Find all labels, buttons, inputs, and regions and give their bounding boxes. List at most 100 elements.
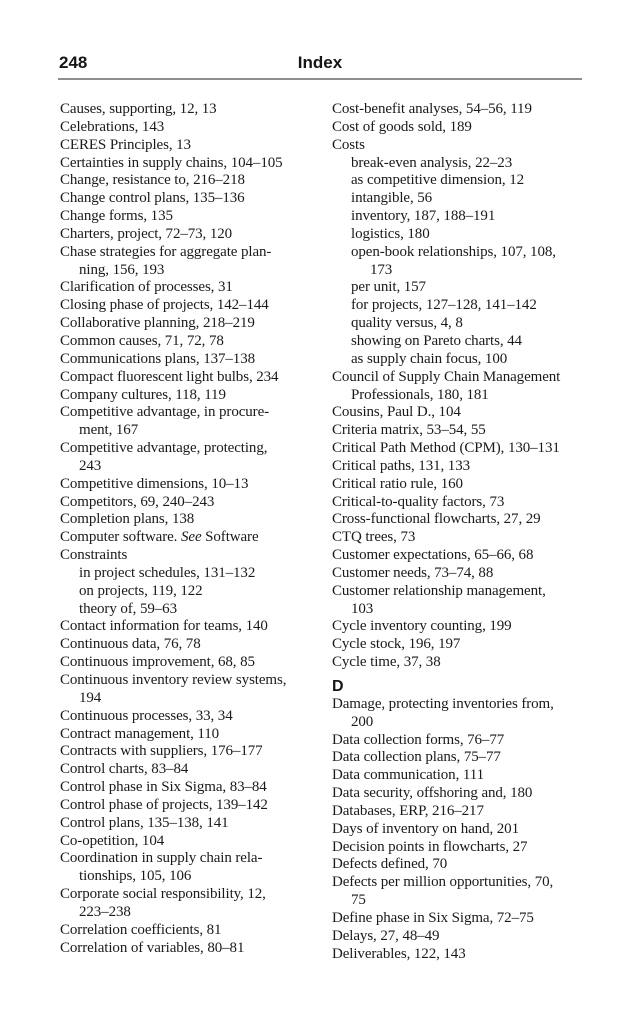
index-entry-line: Correlation coefficients, 81 — [60, 921, 222, 938]
index-entry-line: Change control plans, 135–136 — [60, 190, 245, 207]
index-entry-line: Professionals, 180, 181 — [351, 386, 489, 403]
index-entry-line: Databases, ERP, 216–217 — [332, 802, 484, 819]
index-entry-line: Costs — [332, 136, 365, 153]
index-entry-line: Customer expectations, 65–66, 68 — [332, 547, 534, 564]
index-entry-line: Control plans, 135–138, 141 — [60, 814, 229, 831]
index-entry-line: Days of inventory on hand, 201 — [332, 820, 519, 837]
index-entry-line: quality versus, 4, 8 — [351, 315, 463, 332]
index-entry-line: Cousins, Paul D., 104 — [332, 404, 461, 421]
index-entry-line: for projects, 127–128, 141–142 — [351, 297, 537, 314]
index-entry-line: Chase strategies for aggregate plan- — [60, 243, 272, 260]
index-entry-line: Data communication, 111 — [332, 767, 484, 784]
page-title: Index — [297, 53, 343, 72]
index-entry-line: Cross-functional flowcharts, 27, 29 — [332, 511, 541, 528]
header-rule — [58, 78, 582, 80]
index-entry-line: Change forms, 135 — [60, 208, 173, 225]
index-entry-line: Competitive advantage, protecting, — [60, 440, 268, 457]
index-entry-line: ning, 156, 193 — [79, 261, 165, 278]
index-entry-line: Change, resistance to, 216–218 — [60, 172, 245, 189]
index-entry-line: 173 — [370, 261, 393, 278]
index-entry-line: Co-opetition, 104 — [60, 832, 165, 849]
index-entry-line: Contact information for teams, 140 — [60, 618, 268, 635]
index-entry-line: Company cultures, 118, 119 — [60, 386, 226, 403]
index-entry-line: Continuous inventory review systems, — [60, 672, 287, 688]
index-entry-line: Communications plans, 137–138 — [60, 350, 256, 367]
index-entry-line: Defects defined, 70 — [332, 856, 448, 873]
index-entry-line: 243 — [79, 457, 102, 474]
index-entry-line: Cycle inventory counting, 199 — [332, 618, 512, 635]
index-entry-line: Cycle time, 37, 38 — [332, 654, 441, 671]
index-entry-line: Deliverables, 122, 143 — [332, 945, 466, 962]
index-entry-line: Cycle stock, 196, 197 — [332, 636, 461, 653]
index-entry-line: Corporate social responsibility, 12, — [60, 886, 266, 903]
index-entry-line: 75 — [351, 892, 366, 909]
index-entry-line: break-even analysis, 22–23 — [351, 154, 513, 171]
index-entry-line: Closing phase of projects, 142–144 — [60, 297, 269, 314]
index-entry-line: Decision points in flowcharts, 27 — [332, 838, 528, 855]
index-entry-line: intangible, 56 — [351, 190, 433, 207]
index-entry-line: tionships, 105, 106 — [79, 868, 192, 885]
index-entry-line: Data security, offshoring and, 180 — [332, 785, 533, 802]
index-entry-line: Common causes, 71, 72, 78 — [60, 332, 224, 349]
index-entry-line: Control charts, 83–84 — [60, 761, 189, 778]
index-entry-line: in project schedules, 131–132 — [79, 564, 256, 581]
index-entry-line: 223–238 — [79, 903, 131, 920]
index-entry-line: Defects per million opportunities, 70, — [332, 874, 554, 891]
index-entry-line: Customer relationship management, — [332, 582, 546, 599]
index-entry-line: on projects, 119, 122 — [79, 582, 203, 599]
index-entry-line: Delays, 27, 48–49 — [332, 927, 440, 944]
index-entry-line: showing on Pareto charts, 44 — [351, 332, 522, 349]
index-entry-line: Cost-benefit analyses, 54–56, 119 — [332, 101, 532, 117]
index-entry-line: Continuous processes, 33, 34 — [60, 707, 233, 724]
index-entry-line: as competitive dimension, 12 — [351, 172, 525, 189]
index-entry-line: Data collection forms, 76–77 — [332, 731, 505, 748]
index-entry-line: inventory, 187, 188–191 — [351, 208, 496, 225]
index-entry-line: 200 — [351, 713, 374, 730]
index-entry-line: Continuous improvement, 68, 85 — [60, 654, 255, 671]
index-entry-line: theory of, 59–63 — [79, 600, 177, 617]
index-entry-line: Cost of goods sold, 189 — [332, 118, 472, 135]
index-entry-line: Critical Path Method (CPM), 130–131 — [332, 440, 560, 457]
index-entry-line: Data collection plans, 75–77 — [332, 749, 501, 766]
index-entry-line: Correlation of variables, 80–81 — [60, 939, 245, 956]
index-entry-line: Collaborative planning, 218–219 — [60, 315, 255, 332]
index-entry-line: Critical paths, 131, 133 — [332, 457, 470, 474]
index-entry-line: open-book relationships, 107, 108, — [351, 243, 556, 260]
index-entry-line: Computer software. See Software — [60, 529, 259, 546]
index-entry-line: as supply chain focus, 100 — [351, 350, 508, 367]
index-entry-line: Competitive advantage, in procure- — [60, 404, 270, 421]
index-entry-line: Causes, supporting, 12, 13 — [60, 101, 217, 117]
index-entry-line: Define phase in Six Sigma, 72–75 — [332, 909, 534, 926]
index-entry-line: Contract management, 110 — [60, 725, 220, 742]
index-entry-line: Certainties in supply chains, 104–105 — [60, 154, 283, 171]
index-entry-line: Coordination in supply chain rela- — [60, 850, 263, 867]
index-entry-line: Constraints — [60, 547, 128, 564]
index-entry-line: Critical-to-quality factors, 73 — [332, 493, 505, 510]
index-entry-line: Council of Supply Chain Management — [332, 368, 561, 385]
index-entry-line: Damage, protecting inventories from, — [332, 695, 554, 712]
index-entry-line: ment, 167 — [79, 422, 139, 439]
index-entry-line: Contracts with suppliers, 176–177 — [60, 743, 263, 760]
index-entry-line: Critical ratio rule, 160 — [332, 475, 463, 492]
index-entry-line: Control phase in Six Sigma, 83–84 — [60, 779, 267, 796]
index-entry-line: Charters, project, 72–73, 120 — [60, 225, 233, 242]
index-entry-line: per unit, 157 — [351, 279, 426, 296]
index-entry-line: Clarification of processes, 31 — [60, 279, 233, 296]
page-number: 248 — [59, 53, 88, 72]
index-column-right: Cost-benefit analyses, 54–56, 119 Cost of… — [332, 101, 588, 964]
index-entry-line: Completion plans, 138 — [60, 511, 195, 528]
index-entry-line: 194 — [79, 689, 102, 706]
index-entry-line: Customer needs, 73–74, 88 — [332, 564, 494, 581]
section-letter-heading: D — [332, 678, 344, 695]
index-entry-line: Competitive dimensions, 10–13 — [60, 475, 249, 492]
index-entry-line: CERES Principles, 13 — [60, 136, 191, 153]
index-column-left: Causes, supporting, 12, 13 Celebrations, … — [60, 101, 312, 958]
index-entry-line: Competitors, 69, 240–243 — [60, 493, 215, 510]
index-entry-line: CTQ trees, 73 — [332, 529, 416, 546]
index-entry-line: Celebrations, 143 — [60, 118, 165, 135]
index-entry-line: Control phase of projects, 139–142 — [60, 796, 268, 813]
index-entry-line: 103 — [351, 600, 374, 617]
index-entry-line: Criteria matrix, 53–54, 55 — [332, 422, 486, 439]
index-entry-line: logistics, 180 — [351, 225, 430, 242]
